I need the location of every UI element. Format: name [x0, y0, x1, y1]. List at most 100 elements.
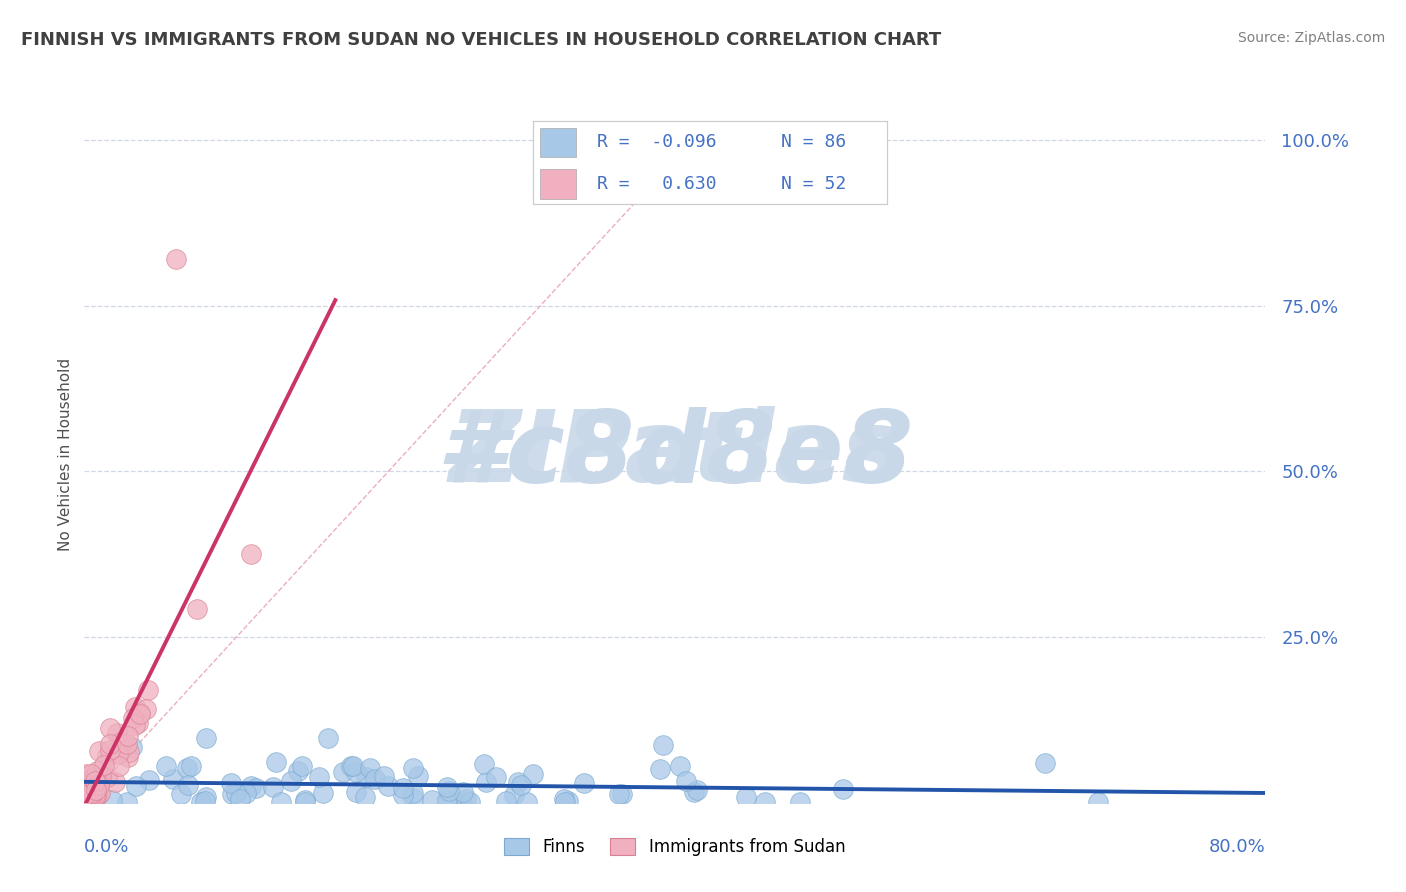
- Point: [73, 789, 96, 804]
- Point: [221, 787, 243, 801]
- Point: [104, 775, 127, 789]
- Point: [80, 788, 103, 802]
- Point: [831, 781, 853, 796]
- Point: [77, 794, 100, 808]
- Point: [450, 795, 472, 809]
- Point: [177, 778, 200, 792]
- Point: [193, 794, 215, 808]
- Point: [89, 786, 111, 800]
- Point: [115, 795, 138, 809]
- Point: [1033, 756, 1056, 771]
- Y-axis label: No Vehicles in Household: No Vehicles in Household: [58, 359, 73, 551]
- Point: [485, 771, 508, 785]
- Point: [162, 772, 184, 786]
- Point: [125, 779, 148, 793]
- Point: [554, 795, 576, 809]
- Point: [651, 739, 673, 753]
- Point: [228, 792, 250, 806]
- Point: [194, 731, 217, 746]
- Point: [344, 785, 367, 799]
- Point: [294, 795, 316, 809]
- Text: ZIPatlas: ZIPatlas: [449, 407, 901, 503]
- Point: [612, 787, 634, 801]
- Point: [235, 786, 257, 800]
- Point: [96, 770, 118, 784]
- Point: [219, 776, 242, 790]
- Point: [607, 787, 630, 801]
- Point: [240, 547, 263, 561]
- Point: [735, 789, 758, 804]
- Point: [80, 786, 103, 800]
- Text: FINNISH VS IMMIGRANTS FROM SUDAN NO VEHICLES IN HOUSEHOLD CORRELATION CHART: FINNISH VS IMMIGRANTS FROM SUDAN NO VEHI…: [21, 31, 942, 49]
- Point: [96, 749, 118, 764]
- Point: [89, 774, 111, 789]
- Point: [117, 729, 139, 743]
- Point: [472, 756, 495, 771]
- Point: [683, 785, 706, 799]
- Point: [75, 766, 97, 780]
- Point: [127, 716, 149, 731]
- Point: [240, 780, 263, 794]
- Point: [110, 735, 132, 749]
- Point: [495, 794, 517, 808]
- Point: [572, 776, 595, 790]
- Point: [332, 765, 354, 780]
- Point: [340, 759, 363, 773]
- Point: [98, 721, 121, 735]
- Point: [522, 767, 544, 781]
- Point: [117, 749, 139, 764]
- Point: [101, 793, 124, 807]
- Point: [503, 788, 526, 802]
- Point: [73, 788, 96, 802]
- Point: [80, 775, 103, 789]
- Point: [115, 737, 138, 751]
- Point: [509, 778, 531, 792]
- Point: [89, 778, 111, 792]
- Point: [176, 761, 198, 775]
- Point: [377, 780, 399, 794]
- Point: [557, 794, 579, 808]
- Point: [648, 762, 671, 776]
- Point: [195, 789, 218, 804]
- Text: 0.0%: 0.0%: [84, 838, 129, 855]
- Point: [668, 759, 690, 773]
- Point: [401, 761, 423, 775]
- Point: [402, 790, 425, 805]
- Point: [270, 795, 292, 809]
- Point: [108, 758, 131, 772]
- Point: [84, 789, 107, 803]
- Point: [516, 795, 538, 809]
- Point: [402, 786, 425, 800]
- Point: [129, 706, 152, 721]
- Point: [100, 743, 122, 757]
- Point: [190, 795, 212, 809]
- Point: [170, 788, 193, 802]
- Point: [136, 682, 159, 697]
- Point: [83, 772, 105, 786]
- Point: [84, 789, 107, 804]
- Point: [128, 706, 150, 721]
- Point: [118, 745, 141, 759]
- Point: [443, 794, 465, 808]
- Text: #c8d8e8: #c8d8e8: [436, 407, 914, 503]
- Point: [456, 792, 478, 806]
- Point: [84, 782, 107, 797]
- Point: [124, 700, 146, 714]
- Point: [364, 772, 387, 786]
- Point: [508, 774, 530, 789]
- Point: [439, 784, 461, 798]
- Point: [451, 785, 474, 799]
- Point: [280, 774, 302, 789]
- Point: [1087, 795, 1109, 809]
- Text: 80.0%: 80.0%: [1209, 838, 1265, 855]
- Point: [75, 793, 97, 807]
- Point: [475, 775, 498, 789]
- Point: [135, 701, 157, 715]
- Point: [122, 711, 145, 725]
- Point: [287, 764, 309, 778]
- Legend: Finns, Immigrants from Sudan: Finns, Immigrants from Sudan: [496, 830, 853, 864]
- Point: [138, 773, 160, 788]
- Point: [86, 764, 108, 778]
- Point: [436, 793, 458, 807]
- Point: [675, 774, 697, 789]
